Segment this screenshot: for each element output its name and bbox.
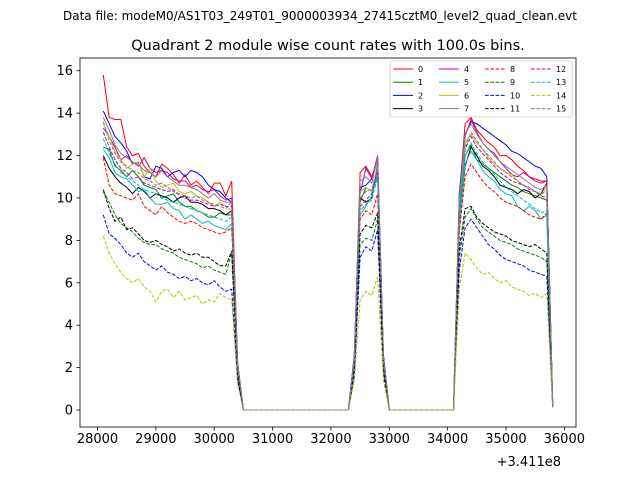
series-line-13 — [102, 138, 554, 411]
y-tick-label: 14 — [56, 107, 73, 122]
x-offset-label: +3.411e8 — [497, 455, 561, 470]
legend-label-4: 4 — [464, 65, 469, 74]
legend-label-7: 7 — [464, 105, 469, 114]
legend-label-5: 5 — [464, 78, 469, 87]
series-line-14 — [102, 235, 554, 411]
x-tick-label: 31000 — [252, 432, 293, 447]
x-tick-label: 30000 — [194, 432, 235, 447]
legend-label-12: 12 — [556, 65, 566, 74]
x-tick-label: 34000 — [427, 432, 468, 447]
legend-label-8: 8 — [510, 65, 515, 74]
data-file-label: Data file: modeM0/AS1T03_249T01_90000039… — [63, 9, 577, 23]
plot-area: 28000 29000 30000 31000 32000 33000 34000 35000… — [56, 57, 585, 447]
legend-label-2: 2 — [418, 91, 423, 100]
legend-label-14: 14 — [556, 91, 566, 100]
x-tick-label: 28000 — [77, 432, 118, 447]
axes-frame — [79, 57, 577, 428]
legend-label-3: 3 — [418, 105, 423, 114]
legend-label-11: 11 — [510, 105, 520, 114]
chart-title: Quadrant 2 module wise count rates with … — [131, 38, 525, 54]
tick-marks: 28000 29000 30000 31000 32000 33000 34000 35000… — [56, 64, 585, 447]
legend-label-9: 9 — [510, 78, 515, 87]
axes — [79, 57, 577, 428]
series-line-15 — [102, 121, 554, 411]
y-tick-label: 12 — [56, 149, 73, 164]
y-tick-label: 6 — [65, 276, 73, 291]
x-tick-label: 32000 — [310, 432, 351, 447]
series-line-12 — [102, 132, 554, 411]
x-tick-label: 36000 — [544, 432, 585, 447]
legend-label-13: 13 — [556, 78, 566, 87]
legend-label-15: 15 — [556, 105, 566, 114]
legend-label-6: 6 — [464, 91, 469, 100]
legend-label-10: 10 — [510, 91, 520, 100]
y-tick-label: 10 — [56, 191, 73, 206]
y-tick-label: 4 — [65, 319, 73, 334]
x-tick-label: 35000 — [485, 432, 526, 447]
legend-box — [389, 60, 573, 118]
x-tick-label: 29000 — [135, 432, 176, 447]
y-tick-label: 0 — [65, 404, 73, 419]
legend-label-0: 0 — [418, 65, 423, 74]
legend-label-1: 1 — [418, 78, 423, 87]
y-tick-label: 16 — [56, 64, 73, 79]
x-tick-label: 33000 — [369, 432, 410, 447]
series-lines — [102, 74, 554, 411]
y-tick-label: 8 — [65, 234, 73, 249]
y-tick-label: 2 — [65, 361, 73, 376]
